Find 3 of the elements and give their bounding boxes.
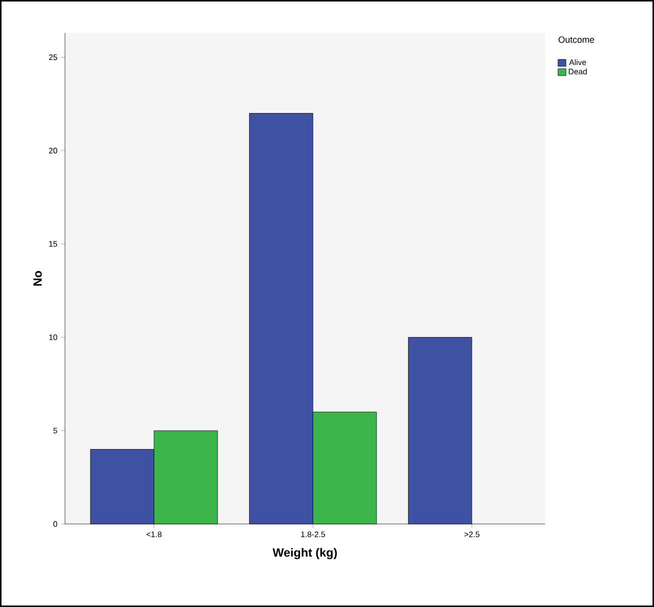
- y-axis-title: No: [33, 270, 42, 286]
- x-axis-title: Weight (kg): [272, 548, 337, 560]
- legend-title: Outcome: [558, 36, 594, 43]
